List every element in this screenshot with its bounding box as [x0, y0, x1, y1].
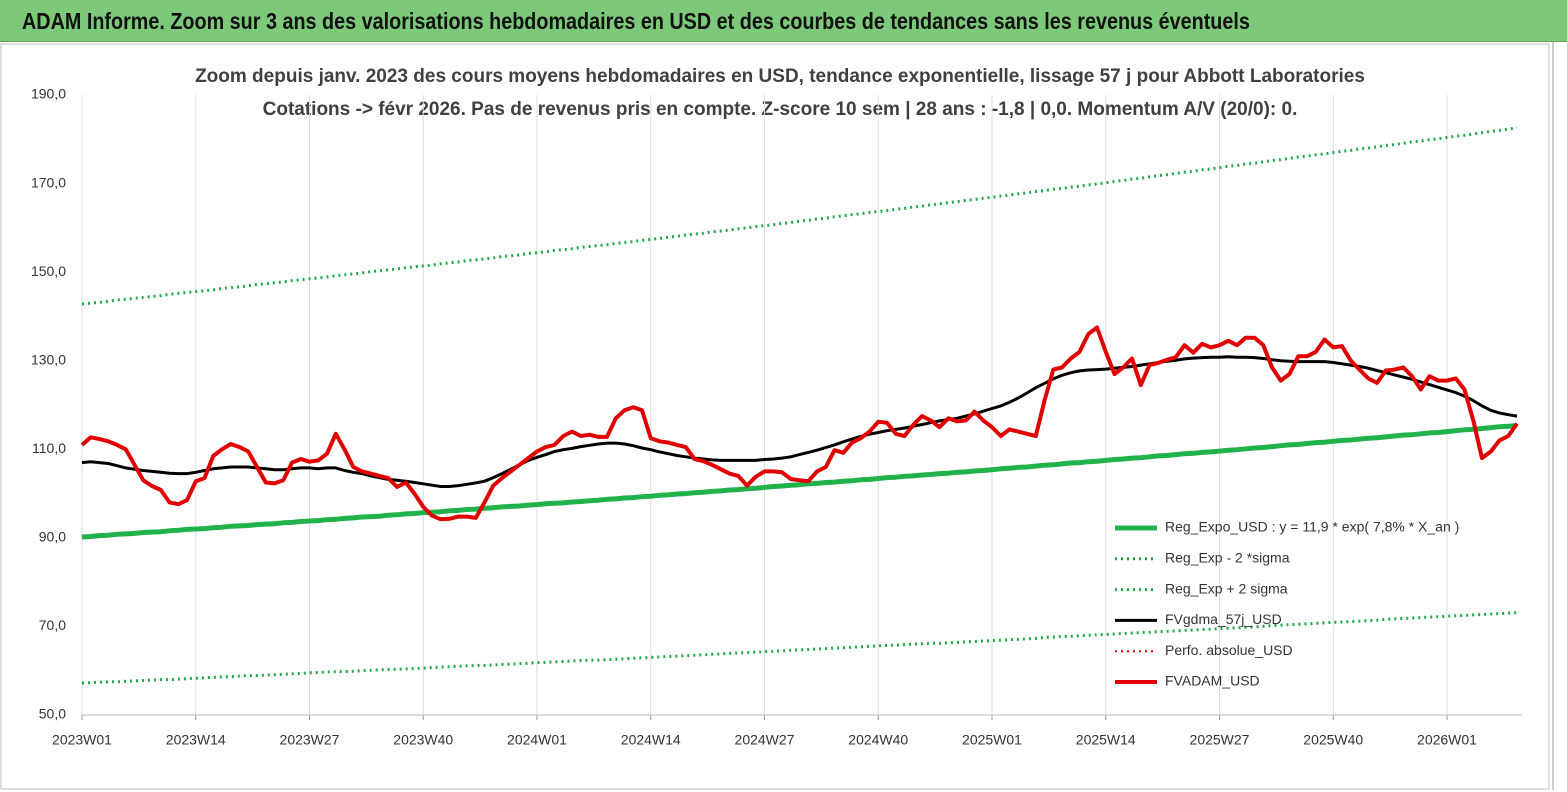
y-tick-label: 50,0: [39, 706, 66, 722]
x-tick-label: 2025W14: [1076, 732, 1136, 748]
y-tick-label: 190,0: [31, 86, 66, 102]
chart-frame: [0, 43, 1550, 790]
legend-label: Reg_Exp - 2 *sigma: [1165, 550, 1290, 566]
y-tick-label: 70,0: [39, 617, 66, 633]
y-tick-label: 170,0: [31, 174, 66, 190]
legend-label: FVADAM_USD: [1165, 673, 1260, 689]
header-title: ADAM Informe. Zoom sur 3 ans des valoris…: [22, 8, 1250, 34]
chart-subtitle: Cotations -> févr 2026. Pas de revenus p…: [263, 99, 1298, 120]
legend-label: Reg_Expo_USD : y = 11,9 * exp( 7,8% * X_…: [1165, 519, 1459, 535]
series-line: [81, 126, 1518, 306]
x-tick-label: 2025W27: [1190, 732, 1250, 748]
x-tick-label: 2024W01: [507, 732, 567, 748]
y-tick-label: 130,0: [31, 351, 66, 367]
x-tick-label: 2025W40: [1303, 732, 1363, 748]
x-tick-label: 2025W01: [962, 732, 1022, 748]
y-tick-label: 110,0: [32, 440, 66, 456]
legend-label: Perfo. absolue_USD: [1165, 642, 1293, 658]
chart: Zoom depuis janv. 2023 des cours moyens …: [0, 42, 1554, 790]
x-tick-label: 2023W14: [166, 732, 226, 748]
y-tick-label: 150,0: [31, 263, 66, 279]
chart-title: Zoom depuis janv. 2023 des cours moyens …: [195, 66, 1365, 87]
series-line: [81, 355, 1518, 488]
x-tick-label: 2024W14: [621, 732, 681, 748]
y-tick-label: 90,0: [39, 529, 66, 545]
legend-label: FVgdma_57j_USD: [1165, 611, 1282, 627]
x-tick-label: 2023W01: [52, 732, 112, 748]
x-tick-label: 2024W27: [735, 732, 795, 748]
x-tick-label: 2023W27: [280, 732, 340, 748]
series-line: [80, 325, 1519, 522]
x-tick-label: 2026W01: [1417, 732, 1477, 748]
legend-label: Reg_Exp + 2 sigma: [1165, 580, 1288, 596]
x-tick-label: 2023W40: [393, 732, 453, 748]
x-tick-label: 2024W40: [848, 732, 908, 748]
series-line: [81, 422, 1518, 540]
header-bar: ADAM Informe. Zoom sur 3 ans des valoris…: [0, 0, 1567, 42]
